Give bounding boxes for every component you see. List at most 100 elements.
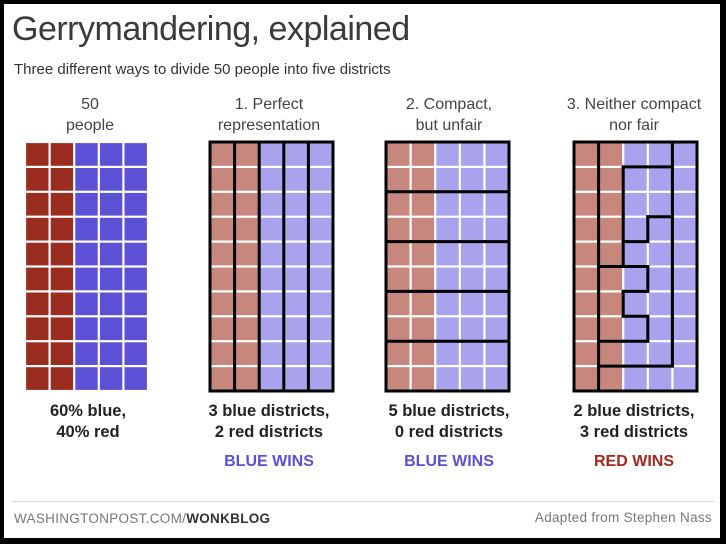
blue-voter-cell-compact bbox=[436, 317, 459, 341]
red-voter-cell-population bbox=[26, 342, 49, 365]
red-voter-cell-population bbox=[50, 267, 74, 291]
blue-voter-cell-population bbox=[124, 143, 147, 166]
blue-voter-cell-population bbox=[124, 217, 147, 241]
source-link[interactable]: WASHINGTONPOST.COM/WONKBLOG bbox=[14, 511, 270, 526]
column-heading-neither: 3. Neither compact nor fair bbox=[566, 96, 702, 134]
grid-outline-perfect bbox=[208, 140, 335, 393]
blue-voter-cell-neither bbox=[648, 217, 672, 241]
red-voter-cell-compact bbox=[411, 292, 435, 316]
red-voter-cell-population bbox=[26, 217, 49, 241]
blue-voter-cell-population bbox=[99, 267, 123, 291]
blue-voter-cell-compact bbox=[485, 342, 508, 365]
blue-voter-cell-perfect bbox=[309, 242, 332, 266]
blue-voter-cell-perfect bbox=[260, 168, 283, 191]
red-voter-cell-population bbox=[50, 143, 74, 166]
blue-voter-cell-neither bbox=[648, 292, 672, 316]
red-voter-cell-population bbox=[26, 267, 49, 291]
red-voter-cell-compact bbox=[411, 342, 435, 365]
red-voter-cell-perfect bbox=[235, 317, 259, 341]
caption-perfect: 3 blue districts, 2 red districts bbox=[208, 402, 330, 441]
red-voter-cell-perfect bbox=[235, 242, 259, 266]
footer-divider bbox=[12, 501, 714, 502]
red-voter-cell-perfect bbox=[235, 192, 259, 216]
blue-voter-cell-population bbox=[99, 217, 123, 241]
blue-voter-cell-perfect bbox=[284, 342, 308, 365]
verdict-compact: BLUE WINS bbox=[404, 453, 494, 470]
blue-voter-cell-population bbox=[99, 168, 123, 191]
red-voter-cell-compact bbox=[411, 168, 435, 191]
red-voter-cell-perfect bbox=[235, 367, 259, 390]
blue-voter-cell-population bbox=[75, 242, 98, 266]
red-voter-cell-neither bbox=[575, 292, 598, 316]
red-voter-cell-population bbox=[26, 292, 49, 316]
red-voter-cell-perfect bbox=[235, 217, 259, 241]
blue-voter-cell-neither bbox=[624, 143, 647, 166]
blue-voter-cell-compact bbox=[460, 317, 484, 341]
verdict-perfect: BLUE WINS bbox=[224, 453, 314, 470]
blue-voter-cell-population bbox=[99, 192, 123, 216]
page-title: Gerrymandering, explained bbox=[12, 10, 410, 48]
blue-voter-cell-neither bbox=[673, 292, 696, 316]
blue-voter-cell-population bbox=[99, 242, 123, 266]
blue-voter-cell-neither bbox=[648, 317, 672, 341]
blue-voter-cell-perfect bbox=[284, 292, 308, 316]
blue-voter-cell-neither bbox=[673, 242, 696, 266]
red-voter-cell-compact bbox=[411, 242, 435, 266]
red-voter-cell-compact bbox=[411, 192, 435, 216]
blue-voter-cell-neither bbox=[624, 292, 647, 316]
blue-voter-cell-neither bbox=[648, 242, 672, 266]
blue-voter-cell-population bbox=[124, 267, 147, 291]
red-voter-cell-neither bbox=[575, 168, 598, 191]
blue-voter-cell-compact bbox=[485, 217, 508, 241]
blue-voter-cell-population bbox=[124, 317, 147, 341]
red-voter-cell-perfect bbox=[211, 367, 234, 390]
blue-voter-cell-neither bbox=[624, 242, 647, 266]
blue-voter-cell-neither bbox=[624, 267, 647, 291]
red-voter-cell-neither bbox=[575, 192, 598, 216]
blue-voter-cell-neither bbox=[624, 217, 647, 241]
blue-voter-cell-perfect bbox=[309, 292, 332, 316]
red-voter-cell-population bbox=[50, 192, 74, 216]
blue-voter-cell-compact bbox=[460, 143, 484, 166]
blue-voter-cell-compact bbox=[460, 242, 484, 266]
red-voter-cell-perfect bbox=[211, 342, 234, 365]
blue-voter-cell-compact bbox=[460, 217, 484, 241]
blue-voter-cell-perfect bbox=[284, 242, 308, 266]
blue-voter-cell-population bbox=[75, 168, 98, 191]
blue-voter-cell-neither bbox=[673, 217, 696, 241]
red-voter-cell-compact bbox=[387, 292, 410, 316]
blue-voter-cell-compact bbox=[436, 342, 459, 365]
column-heading-population: 50 people bbox=[65, 96, 115, 134]
blue-voter-cell-population bbox=[75, 317, 98, 341]
red-voter-cell-perfect bbox=[235, 342, 259, 365]
blue-voter-cell-compact bbox=[436, 292, 459, 316]
blue-voter-cell-population bbox=[124, 292, 147, 316]
red-voter-cell-compact bbox=[387, 242, 410, 266]
blue-voter-cell-population bbox=[124, 242, 147, 266]
blue-voter-cell-neither bbox=[648, 143, 672, 166]
blue-voter-cell-neither bbox=[673, 267, 696, 291]
blue-voter-cell-compact bbox=[460, 168, 484, 191]
blue-voter-cell-neither bbox=[648, 367, 672, 390]
column-heading-perfect: 1. Perfect representation bbox=[217, 96, 321, 134]
red-voter-cell-neither bbox=[575, 267, 598, 291]
red-voter-cell-neither bbox=[599, 342, 623, 365]
blue-voter-cell-neither bbox=[648, 342, 672, 365]
red-voter-cell-population bbox=[50, 342, 74, 365]
blue-voter-cell-perfect bbox=[284, 267, 308, 291]
blue-voter-cell-population bbox=[75, 217, 98, 241]
red-voter-cell-perfect bbox=[235, 292, 259, 316]
blue-voter-cell-neither bbox=[624, 168, 647, 191]
blue-voter-cell-compact bbox=[436, 143, 459, 166]
red-voter-cell-perfect bbox=[235, 267, 259, 291]
red-voter-cell-compact bbox=[387, 168, 410, 191]
red-voter-cell-perfect bbox=[211, 242, 234, 266]
red-voter-cell-perfect bbox=[211, 317, 234, 341]
red-voter-cell-perfect bbox=[211, 192, 234, 216]
blue-voter-cell-neither bbox=[673, 317, 696, 341]
red-voter-cell-perfect bbox=[235, 168, 259, 191]
red-voter-cell-compact bbox=[411, 143, 435, 166]
grid-outline-compact bbox=[384, 140, 511, 393]
red-voter-cell-neither bbox=[599, 292, 623, 316]
blue-voter-cell-perfect bbox=[260, 317, 283, 341]
